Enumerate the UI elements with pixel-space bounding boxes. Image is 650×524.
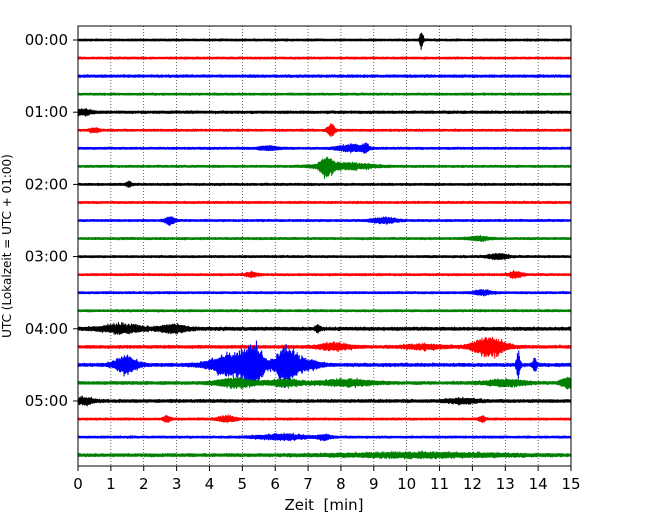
x-tick-label: 6 [270,475,280,493]
seismogram-trace [77,269,572,280]
y-tick-label: 04:00 [25,320,68,338]
seismogram-trace [77,142,572,154]
x-tick-label: 4 [205,475,215,493]
seismogram-trace [77,321,572,335]
x-tick-label: 3 [172,475,182,493]
x-tick-label: 7 [303,475,313,493]
seismogram-trace [77,108,572,117]
grid-layer [110,26,539,466]
x-tick-label: 14 [529,475,548,493]
x-tick-label: 1 [106,475,116,493]
seismogram-trace [77,216,572,227]
seismogram-trace [77,32,572,50]
seismogram-trace [77,450,572,460]
y-tick-label: 05:00 [25,392,68,410]
y-axis-label: UTC (Lokalzeit = UTC + 01:00) [0,154,14,338]
seismogram-trace [77,395,572,407]
seismogram-trace [77,308,572,313]
x-tick-label: 5 [238,475,248,493]
seismogram-trace [77,340,572,389]
seismogram-trace [77,234,572,243]
seismogram-trace [77,375,572,390]
x-tick-label: 13 [496,475,515,493]
x-tick-label: 12 [463,475,482,493]
seismogram-trace [77,200,572,205]
x-tick-label: 0 [73,475,83,493]
y-tick-label: 03:00 [25,248,68,266]
x-tick-label: 11 [430,475,449,493]
seismogram-trace [77,123,572,138]
x-tick-label: 2 [139,475,149,493]
seismogram-trace [77,252,572,261]
seismogram-trace [77,288,572,297]
x-axis-label: Zeit [min] [284,496,363,514]
seismogram-trace [77,414,572,424]
x-tick-label: 9 [369,475,379,493]
y-tick-label: 01:00 [25,103,68,121]
y-tick-label: 02:00 [25,175,68,193]
x-tick-label: 8 [336,475,346,493]
y-tick-label: 00:00 [25,31,68,49]
seismogram-trace [77,74,572,79]
seismogram-trace [77,56,572,60]
plot-frame [77,25,572,467]
seismogram-trace [77,156,572,179]
seismogram-trace [77,432,572,442]
x-axis: 0 1 2 3 4 5 6 7 8 9 10 11 12 13 14 15 [73,466,581,493]
trace-layer [77,32,572,460]
seismogram-trace [77,92,572,96]
seismogram-trace [77,180,572,188]
x-tick-label: 10 [397,475,416,493]
seismogram-trace [77,336,572,359]
y-axis: 00:00 01:00 02:00 03:00 04:00 05:00 [25,31,78,410]
x-tick-label: 15 [561,475,580,493]
